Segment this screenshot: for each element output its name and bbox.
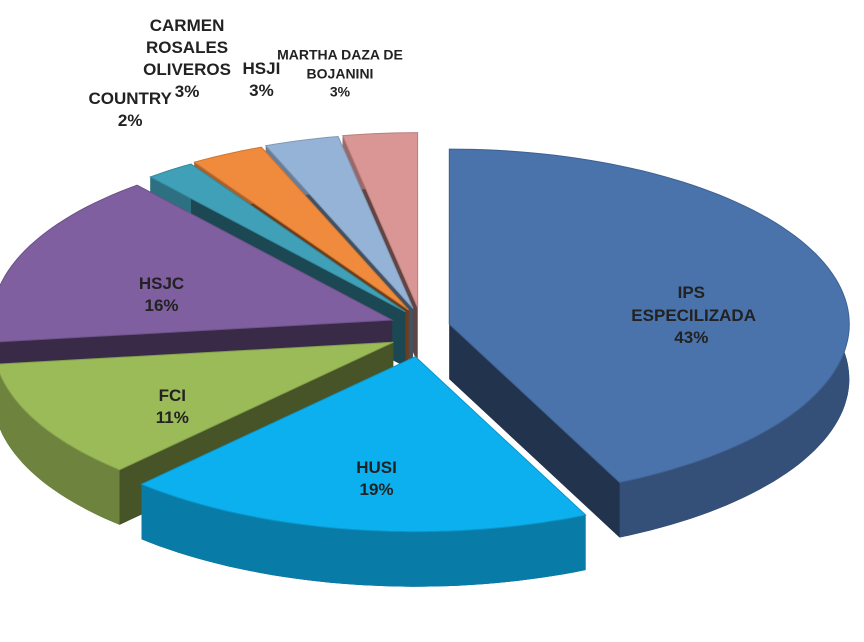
value-label: 19%: [359, 479, 394, 499]
category-label: HUSI: [356, 457, 397, 477]
value-label: 11%: [155, 407, 189, 427]
slice-side: [0, 374, 120, 525]
category-label: COUNTRY: [88, 89, 172, 109]
slice: [341, 132, 419, 308]
data-label: HSJC 16%: [102, 273, 222, 317]
data-label: CARMEN ROSALES OLIVEROS 3%: [127, 15, 247, 103]
slice: [140, 356, 587, 533]
slice: [193, 146, 410, 311]
slice-side: [141, 484, 586, 587]
category-label: HSJC: [138, 274, 185, 294]
value-label: 3%: [249, 81, 274, 101]
data-label: HUSI 19%: [317, 457, 437, 501]
slice: [448, 148, 850, 484]
value-label: 2%: [117, 111, 143, 131]
data-label: COUNTRY 2%: [70, 88, 190, 132]
value-label: 3%: [329, 83, 351, 100]
data-label: FCI 11%: [112, 384, 232, 428]
value-label: 16%: [144, 296, 179, 316]
category-label: CARMEN ROSALES OLIVEROS: [143, 15, 231, 80]
slice-wall: [449, 324, 620, 538]
category-label: IPS ESPECILIZADA: [631, 283, 756, 325]
data-label: IPS ESPECILIZADA 43%: [631, 282, 756, 348]
slice: [149, 163, 406, 313]
slice: [0, 341, 394, 471]
value-label: 43%: [674, 327, 709, 347]
category-label: HSJI: [242, 59, 281, 79]
category-label: FCI: [158, 385, 186, 405]
value-label: 3%: [174, 82, 200, 102]
slice: [264, 135, 414, 309]
slice: [0, 184, 394, 343]
category-label: MARTHA DAZA DE BOJANINI: [277, 47, 403, 82]
data-label: MARTHA DAZA DE BOJANINI 3%: [255, 46, 425, 101]
data-label: HSJI 3%: [201, 58, 321, 102]
